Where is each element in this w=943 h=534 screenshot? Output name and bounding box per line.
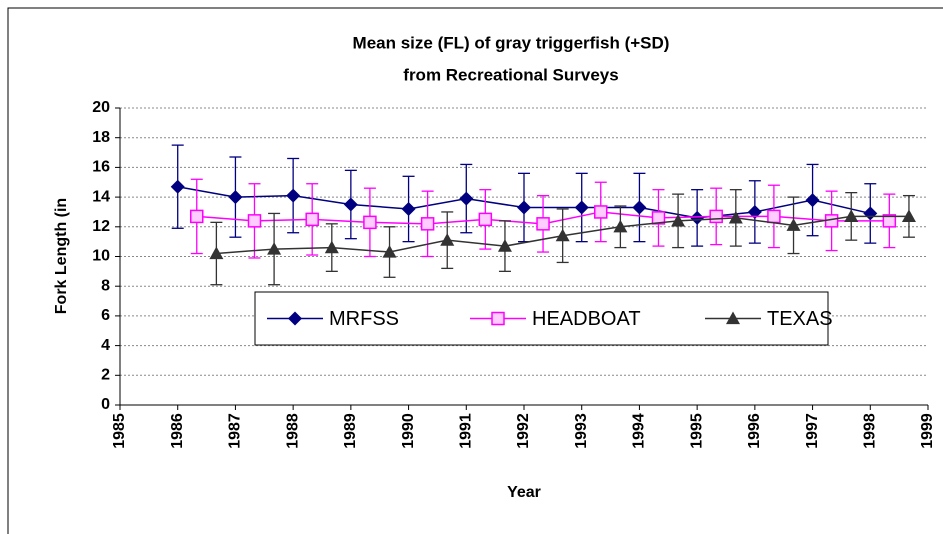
chart-frame	[7, 7, 943, 534]
x-tick-label: 1995	[688, 413, 705, 449]
data-point	[651, 211, 666, 225]
data-point	[440, 233, 455, 246]
chart-subtitle: from Recreational Surveys	[403, 65, 618, 84]
x-tick-label: 1992	[515, 413, 532, 449]
data-point	[228, 190, 243, 205]
data-point	[690, 210, 705, 225]
legend-label: TEXAS	[767, 308, 833, 330]
data-point	[209, 246, 224, 260]
data-point	[863, 206, 878, 221]
data-point	[343, 197, 358, 212]
y-tick-label: 6	[101, 307, 110, 324]
x-tick-label: 1989	[342, 413, 359, 449]
data-point	[382, 245, 397, 258]
x-tick-label: 1990	[400, 413, 417, 449]
y-tick-label: 12	[92, 218, 110, 235]
data-point	[324, 240, 339, 254]
x-tick-label: 1999	[919, 413, 936, 449]
data-point	[478, 212, 493, 227]
data-point	[401, 201, 416, 216]
x-tick-label: 1993	[573, 413, 590, 449]
data-point	[267, 242, 282, 255]
data-point	[420, 217, 435, 231]
data-point	[517, 200, 531, 215]
legend-label: MRFSS	[329, 308, 399, 330]
data-point	[247, 214, 262, 228]
data-point	[901, 209, 916, 223]
data-point	[594, 205, 608, 219]
y-tick-label: 4	[101, 337, 110, 354]
data-point	[844, 209, 859, 223]
data-point	[536, 217, 550, 231]
data-point	[574, 200, 589, 215]
x-tick-label: 1991	[458, 413, 475, 449]
data-point	[497, 239, 512, 252]
data-point	[286, 188, 301, 203]
legend-marker	[726, 311, 740, 325]
y-tick-label: 16	[92, 159, 110, 176]
y-tick-label: 14	[92, 188, 110, 205]
y-tick-label: 2	[101, 367, 110, 384]
data-point	[305, 212, 319, 227]
data-point	[709, 209, 723, 224]
chart-title: Mean size (FL) of gray triggerfish (+SD)	[353, 33, 670, 52]
x-tick-label: 1985	[111, 413, 128, 449]
legend-marker	[491, 311, 505, 326]
y-tick-label: 20	[92, 99, 110, 116]
legend-label: HEADBOAT	[532, 308, 641, 330]
data-point	[170, 179, 185, 194]
data-point	[805, 193, 820, 208]
x-axis-title: Year	[507, 484, 541, 501]
data-point	[728, 210, 743, 224]
x-tick-label: 1987	[227, 413, 244, 449]
data-point	[632, 200, 647, 215]
y-tick-label: 0	[101, 396, 110, 413]
data-point	[613, 219, 628, 233]
x-tick-label: 1988	[284, 413, 301, 449]
x-tick-label: 1994	[631, 413, 648, 449]
data-point	[747, 204, 762, 219]
y-tick-label: 18	[92, 129, 110, 146]
x-tick-label: 1996	[746, 413, 763, 449]
x-tick-label: 1997	[804, 413, 821, 449]
data-point	[882, 214, 897, 228]
x-tick-label: 1998	[862, 413, 879, 449]
legend-marker	[288, 311, 302, 326]
x-tick-label: 1986	[169, 413, 186, 449]
data-point	[671, 213, 686, 227]
data-point	[190, 209, 204, 224]
y-axis-title: Fork Length (in	[53, 198, 70, 314]
data-point	[767, 209, 781, 224]
y-tick-label: 8	[101, 277, 110, 294]
data-point	[786, 218, 801, 231]
data-point	[459, 191, 474, 206]
data-point	[363, 215, 377, 230]
data-point	[824, 214, 839, 228]
data-point	[555, 228, 570, 242]
y-tick-label: 10	[92, 248, 110, 265]
